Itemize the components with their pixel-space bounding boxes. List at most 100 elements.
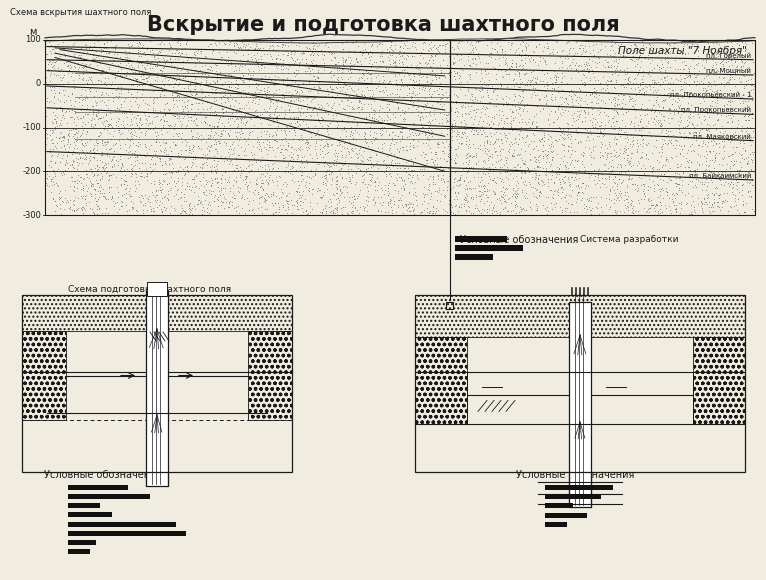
Point [446,135,458,144]
Point [369,198,381,208]
Point [331,118,343,127]
Point [592,98,604,107]
Point [477,206,489,215]
Point [63,107,75,116]
Point [74,158,86,168]
Point [491,194,503,203]
Point [344,65,356,74]
Point [270,85,283,95]
Point [174,116,186,125]
Point [92,37,104,46]
Point [61,158,74,168]
Point [115,85,127,95]
Point [643,81,656,90]
Point [693,66,705,75]
Point [41,94,54,103]
Point [307,41,319,50]
Point [169,111,181,121]
Point [509,102,521,111]
Point [111,207,123,216]
Point [238,44,250,53]
Point [741,75,754,84]
Point [529,172,542,182]
Point [663,88,675,97]
Point [578,203,591,212]
Point [87,184,100,193]
Point [89,119,101,129]
Point [480,80,492,89]
Point [433,72,445,82]
Point [408,142,421,151]
Point [426,70,438,79]
Point [113,88,125,97]
Point [322,158,335,168]
Point [715,57,728,66]
Point [720,111,732,121]
Point [622,48,634,57]
Point [123,190,136,199]
Point [305,111,317,121]
Point [364,126,376,135]
Point [272,164,284,173]
Point [149,191,162,200]
Point [318,59,330,68]
Point [342,52,354,61]
Point [589,88,601,97]
Point [601,57,614,67]
Point [237,41,249,50]
Point [684,108,696,117]
Point [608,38,620,48]
Point [273,207,285,216]
Point [377,160,389,169]
Point [450,97,463,106]
Point [146,204,158,213]
Point [530,186,542,195]
Point [141,44,153,53]
Point [532,151,545,160]
Point [630,90,642,100]
Point [123,142,136,151]
Point [303,179,316,188]
Point [571,106,584,115]
Point [461,38,473,47]
Point [329,38,341,47]
Point [307,43,319,52]
Point [674,162,686,171]
Point [298,166,310,175]
Point [566,102,578,111]
Point [704,102,716,111]
Point [183,201,195,210]
Point [178,154,191,163]
Point [722,77,735,86]
Point [324,81,336,90]
Point [398,38,411,48]
Point [95,168,107,177]
Point [737,99,749,108]
Point [473,187,485,196]
Point [250,56,262,66]
Point [473,119,485,128]
Point [255,64,267,73]
Point [223,79,235,89]
Point [220,106,232,115]
Point [604,122,617,131]
Point [734,139,746,148]
Point [372,134,384,143]
Point [115,162,127,171]
Point [71,157,83,166]
Point [130,55,142,64]
Point [511,176,523,186]
Point [178,83,190,92]
Point [702,38,714,48]
Point [283,118,295,128]
Point [499,92,512,101]
Point [378,107,390,117]
Point [489,147,501,156]
Point [708,206,720,216]
Point [293,146,306,155]
Point [296,152,309,161]
Point [482,59,494,68]
Point [223,144,235,154]
Point [703,106,715,115]
Point [699,193,711,202]
